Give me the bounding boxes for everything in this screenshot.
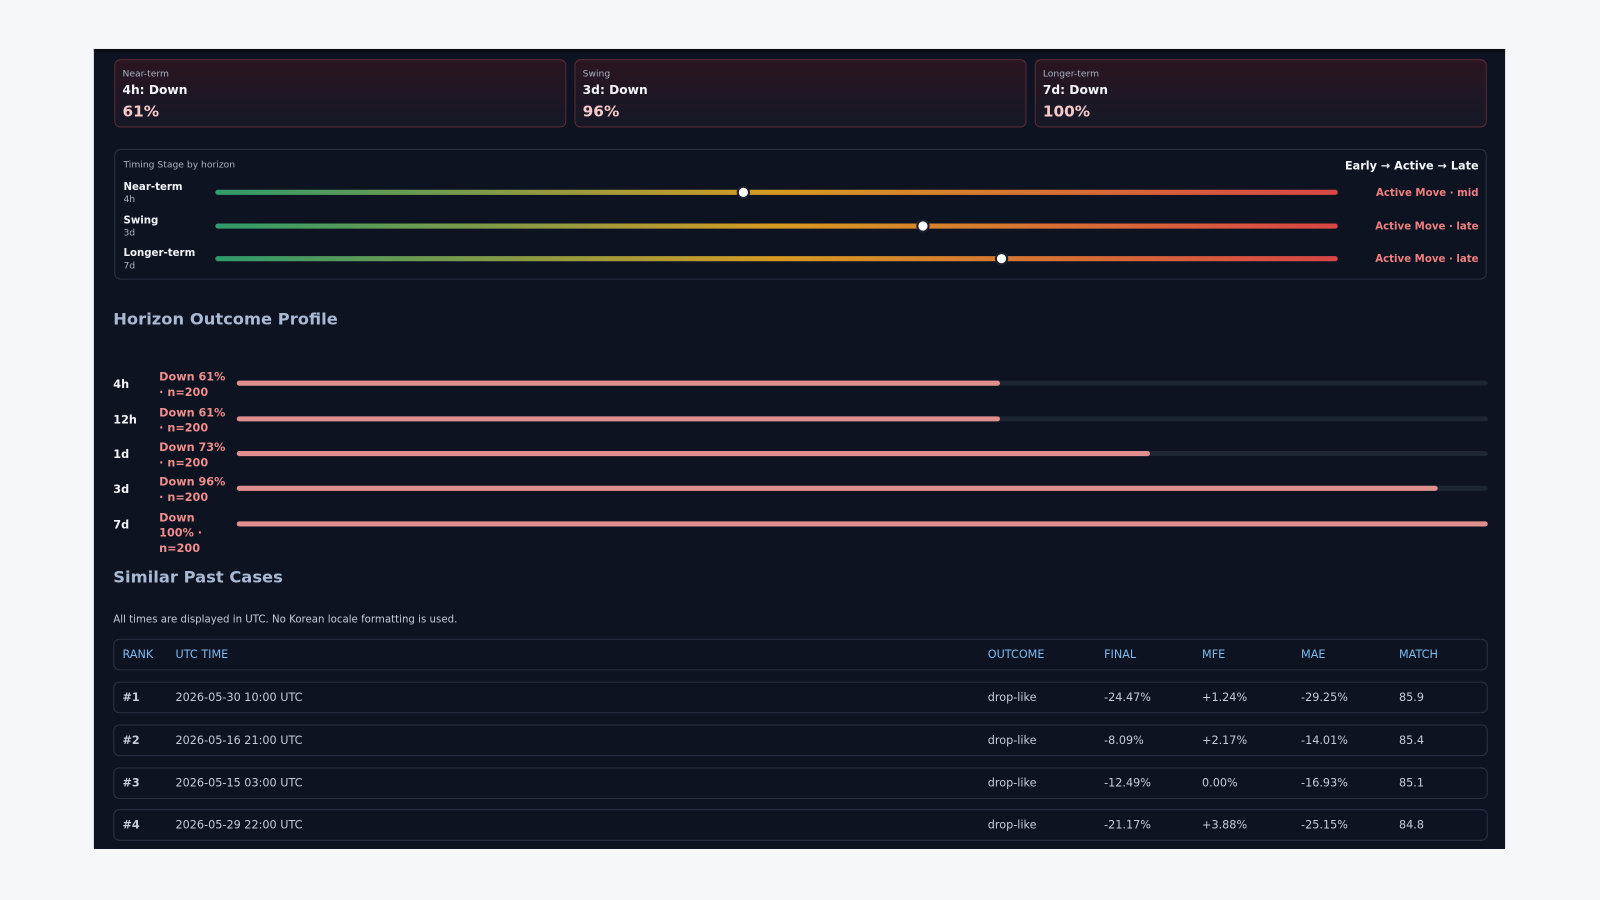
timing-stage: Active Move · late — [1375, 254, 1479, 266]
case-cell: -24.47% — [1104, 690, 1151, 705]
case-cell: +2.17% — [1202, 733, 1248, 747]
card-value: 100% — [1042, 102, 1091, 121]
horizon-code: 3d — [123, 228, 136, 239]
timing-track — [215, 185, 1338, 199]
case-cell: 85.4 — [1398, 733, 1424, 747]
case-cell: 85.9 — [1398, 690, 1424, 705]
case-cell: -8.09% — [1104, 733, 1144, 747]
case-cell: #1 — [122, 690, 140, 705]
outcome-horizon: 12h — [113, 413, 137, 427]
card-label: Swing — [582, 69, 611, 80]
timing-panel: Timing Stage by horizon Early → Active → … — [114, 148, 1487, 280]
horizon-code: 7d — [123, 261, 136, 272]
case-cell: 0.00% — [1202, 776, 1238, 790]
timing-stage: Active Move · late — [1375, 220, 1479, 233]
case-cell: #2 — [122, 733, 140, 747]
timing-stage: Active Move · mid — [1375, 187, 1479, 199]
case-cell: drop-like — [987, 818, 1037, 833]
case-row: #4 2026-05-29 22:00 UTC drop-like -21.17% +3… — [113, 809, 1488, 842]
outcome-track — [236, 380, 1488, 386]
case-cell: -29.25% — [1301, 690, 1348, 705]
case-cell: drop-like — [987, 733, 1037, 747]
case-cell: +1.24% — [1202, 690, 1248, 705]
case-cell: 2026-05-15 03:00 UTC — [175, 776, 303, 790]
case-cell: 85.1 — [1398, 776, 1424, 790]
outcome-label: Down 61% · n=200 — [159, 406, 226, 435]
outcome-horizon: 7d — [113, 518, 130, 532]
case-cell: +3.88% — [1202, 818, 1248, 833]
table-header: RANK UTC TIME OUTCOME FINAL MFE MAE MATCH — [113, 638, 1488, 671]
column-header: FINAL — [1104, 647, 1137, 662]
outcome-label: Down 73% · n=200 — [159, 440, 226, 470]
timing-title: Timing Stage by horizon — [123, 160, 236, 171]
case-cell: drop-like — [987, 690, 1037, 705]
card-label: Near-term — [122, 69, 169, 80]
column-header: UTC TIME — [175, 647, 229, 662]
timing-marker — [915, 218, 930, 233]
column-header: MFE — [1202, 647, 1226, 662]
case-row: #2 2026-05-16 21:00 UTC drop-like -8.09% +2.… — [113, 724, 1488, 756]
outcome-track — [236, 416, 1488, 422]
summary-card: Near-term 4h: Down 61% — [114, 59, 567, 128]
timing-marker — [994, 252, 1008, 266]
case-cell: -16.93% — [1301, 776, 1348, 790]
card-title: 4h: Down — [122, 82, 188, 97]
outcome-track — [236, 451, 1488, 457]
case-cell: #3 — [122, 776, 140, 790]
outcome-bar — [236, 485, 1438, 491]
outcome-bar — [236, 416, 1000, 422]
column-header: MATCH — [1398, 647, 1438, 662]
case-cell: -21.17% — [1104, 818, 1151, 833]
outcome-bar — [236, 380, 1000, 386]
timing-track — [215, 252, 1338, 266]
case-cell: 84.8 — [1398, 818, 1424, 833]
case-cell: -12.49% — [1104, 776, 1151, 790]
section-title: Similar Past Cases — [113, 567, 283, 587]
timing-marker — [736, 185, 750, 199]
timing-track — [215, 218, 1338, 233]
outcome-label: Down 96% · n=200 — [159, 475, 226, 505]
summary-card: Longer-term 7d: Down 100% — [1034, 59, 1487, 128]
summary-card: Swing 3d: Down 96% — [574, 59, 1027, 128]
outcome-horizon: 4h — [113, 377, 130, 391]
cases-note: All times are displayed in UTC. No Korea… — [113, 614, 458, 626]
horizon-code: 4h — [123, 194, 136, 206]
case-row: #1 2026-05-30 10:00 UTC drop-like -24.47% +1… — [113, 681, 1488, 714]
case-cell: 2026-05-29 22:00 UTC — [175, 818, 303, 833]
column-header: OUTCOME — [987, 647, 1045, 662]
case-cell: 2026-05-30 10:00 UTC — [175, 690, 303, 705]
case-cell: -14.01% — [1301, 733, 1348, 747]
case-row: #3 2026-05-15 03:00 UTC drop-like -12.49% 0.… — [113, 766, 1488, 799]
column-header: RANK — [122, 647, 154, 662]
horizon-name: Near-term — [123, 181, 183, 193]
outcome-label: Down 100% · n=200 — [159, 511, 203, 556]
case-cell: 2026-05-16 21:00 UTC — [175, 733, 303, 747]
card-title: 3d: Down — [582, 82, 648, 97]
horizon-name: Swing — [123, 214, 159, 227]
horizon-name: Longer-term — [123, 247, 196, 260]
card-value: 96% — [582, 102, 620, 121]
outcome-label: Down 61% · n=200 — [159, 370, 226, 399]
dashboard-panel: Near-term 4h: Down 61% Swing 3d: Down 96% Long… — [93, 48, 1506, 849]
outcome-bar — [236, 451, 1150, 457]
case-cell: -25.15% — [1301, 818, 1348, 833]
card-label: Longer-term — [1042, 69, 1100, 80]
outcome-track — [236, 521, 1488, 527]
timing-legend: Early → Active → Late — [1344, 159, 1479, 173]
card-title: 7d: Down — [1042, 82, 1108, 97]
column-header: MAE — [1301, 647, 1326, 662]
case-cell: drop-like — [987, 776, 1037, 790]
card-value: 61% — [122, 102, 160, 121]
section-title: Horizon Outcome Profile — [113, 309, 338, 329]
outcome-horizon: 3d — [113, 482, 130, 496]
outcome-track — [236, 485, 1488, 491]
outcome-horizon: 1d — [113, 447, 130, 462]
case-cell: #4 — [122, 818, 140, 833]
outcome-bar — [236, 521, 1488, 527]
